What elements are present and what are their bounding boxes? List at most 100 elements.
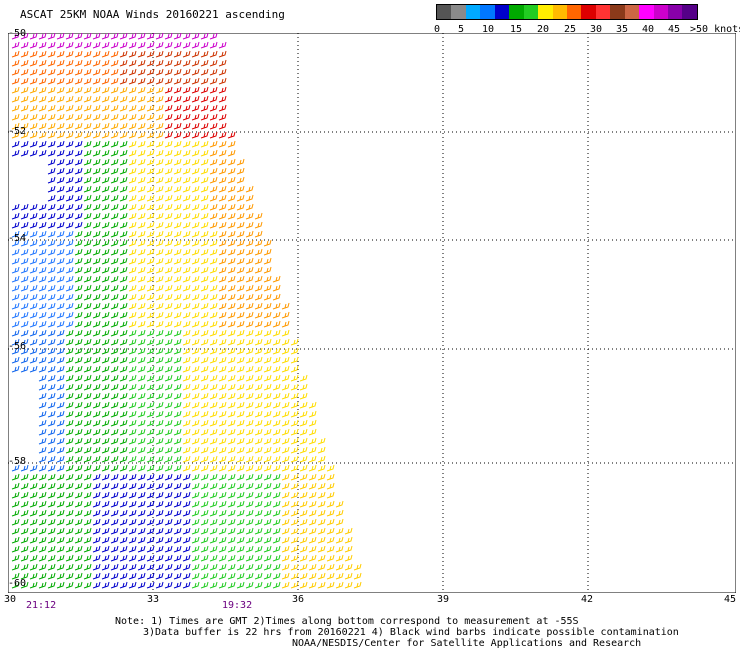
wind-barb xyxy=(101,410,110,418)
wind-barb xyxy=(83,545,92,553)
wind-barb xyxy=(227,554,236,562)
wind-barb xyxy=(119,311,128,319)
wind-barb xyxy=(128,77,137,85)
wind-barb xyxy=(128,356,137,364)
wind-barb xyxy=(173,50,182,58)
wind-barb xyxy=(101,545,110,553)
wind-barb xyxy=(173,194,182,202)
wind-barb xyxy=(119,500,128,508)
wind-barb xyxy=(83,518,92,526)
wind-barb xyxy=(110,374,119,382)
wind-barb xyxy=(209,527,218,535)
wind-barb xyxy=(191,212,200,220)
wind-barb xyxy=(164,401,173,409)
wind-barb xyxy=(119,392,128,400)
wind-barb xyxy=(164,158,173,166)
wind-barb xyxy=(254,419,263,427)
wind-barb xyxy=(326,563,335,571)
wind-barb xyxy=(92,419,101,427)
wind-barb xyxy=(65,428,74,436)
wind-barb xyxy=(263,554,272,562)
wind-barb xyxy=(65,284,74,292)
wind-barb xyxy=(20,347,29,355)
wind-barb xyxy=(173,545,182,553)
wind-barb xyxy=(209,356,218,364)
wind-barb xyxy=(290,536,299,544)
wind-barb xyxy=(209,212,218,220)
wind-barb xyxy=(272,302,281,310)
wind-barb xyxy=(182,563,191,571)
wind-barb xyxy=(290,482,299,490)
wind-barb xyxy=(128,122,137,130)
wind-barb xyxy=(236,428,245,436)
wind-barb xyxy=(38,33,47,40)
wind-barb xyxy=(101,257,110,265)
wind-barb xyxy=(47,194,56,202)
wind-barb xyxy=(173,302,182,310)
wind-barb xyxy=(56,50,65,58)
wind-barb xyxy=(164,59,173,67)
wind-barb xyxy=(299,374,308,382)
wind-barb xyxy=(290,491,299,499)
wind-barb xyxy=(209,149,218,157)
wind-barb xyxy=(173,446,182,454)
wind-barb xyxy=(56,266,65,274)
wind-barb xyxy=(173,59,182,67)
wind-barb xyxy=(83,365,92,373)
wind-barb xyxy=(65,104,74,112)
wind-barb xyxy=(290,347,299,355)
wind-barb xyxy=(56,446,65,454)
wind-barb xyxy=(128,275,137,283)
wind-barb xyxy=(272,554,281,562)
wind-barb xyxy=(164,86,173,94)
wind-barb xyxy=(137,392,146,400)
wind-barb xyxy=(92,572,101,580)
wind-barb xyxy=(56,527,65,535)
wind-barb xyxy=(173,275,182,283)
wind-barb xyxy=(191,41,200,49)
wind-barb xyxy=(218,581,227,589)
wind-barb xyxy=(110,491,119,499)
wind-barb xyxy=(155,563,164,571)
wind-barb xyxy=(74,284,83,292)
wind-barb xyxy=(101,311,110,319)
wind-barb xyxy=(128,104,137,112)
wind-barb xyxy=(110,221,119,229)
wind-barb xyxy=(245,374,254,382)
wind-barb xyxy=(155,482,164,490)
wind-barb xyxy=(164,320,173,328)
wind-barb xyxy=(47,230,56,238)
wind-barb xyxy=(38,338,47,346)
wind-barb xyxy=(92,563,101,571)
wind-barb xyxy=(191,194,200,202)
wind-barb xyxy=(20,131,29,139)
wind-barb xyxy=(308,482,317,490)
wind-barb xyxy=(164,419,173,427)
wind-barb xyxy=(47,473,56,481)
wind-barb xyxy=(119,491,128,499)
wind-barb xyxy=(65,464,74,472)
wind-barb xyxy=(254,383,263,391)
wind-barb xyxy=(218,320,227,328)
wind-barb xyxy=(56,140,65,148)
wind-barb xyxy=(317,509,326,517)
wind-barb xyxy=(137,446,146,454)
wind-barb xyxy=(47,572,56,580)
wind-barb xyxy=(146,563,155,571)
wind-barb xyxy=(101,266,110,274)
wind-barb xyxy=(146,455,155,463)
wind-barb xyxy=(11,239,20,247)
wind-barb xyxy=(263,401,272,409)
wind-barb xyxy=(83,185,92,193)
wind-barb xyxy=(47,320,56,328)
wind-barb xyxy=(272,437,281,445)
wind-barb xyxy=(218,338,227,346)
wind-barb xyxy=(29,140,38,148)
wind-barb xyxy=(146,293,155,301)
wind-barb xyxy=(209,536,218,544)
wind-barb xyxy=(38,419,47,427)
wind-barb xyxy=(182,518,191,526)
wind-barb xyxy=(200,293,209,301)
wind-barb xyxy=(119,419,128,427)
wind-barb xyxy=(56,347,65,355)
